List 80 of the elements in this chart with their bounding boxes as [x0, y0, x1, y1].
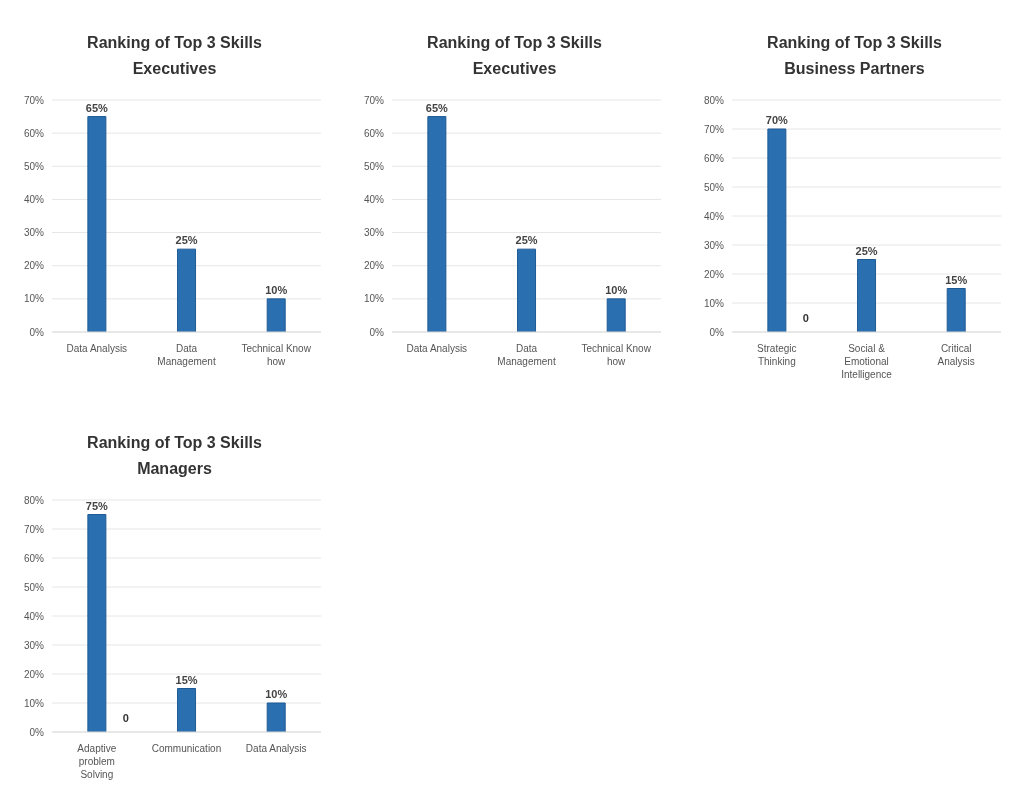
bar — [87, 514, 107, 732]
data-label: 65% — [85, 101, 109, 114]
y-tick-label: 70% — [703, 123, 725, 135]
y-tick-label: 40% — [23, 610, 45, 622]
data-label: 10% — [605, 283, 628, 296]
x-tick-label: Communication — [151, 743, 222, 754]
y-tick-label: 10% — [703, 297, 725, 309]
y-tick-label: 40% — [23, 193, 45, 205]
y-tick-label: 10% — [23, 293, 45, 305]
x-tick-label: Data Management — [157, 343, 216, 367]
data-label: 10% — [265, 688, 288, 700]
data-label: 75% — [85, 499, 109, 512]
bar — [177, 688, 197, 732]
data-label: 10% — [265, 283, 288, 296]
y-tick-label: 20% — [363, 260, 385, 272]
bar — [857, 259, 877, 332]
data-label: 25% — [515, 234, 538, 247]
y-tick-label: 20% — [23, 260, 45, 272]
y-tick-label: 20% — [23, 668, 45, 680]
x-tick-label: Technical Know how — [241, 343, 312, 367]
chart-title: Ranking of Top 3 Skills — [426, 33, 603, 53]
y-tick-label: 0% — [369, 326, 385, 338]
data-label: 25% — [855, 244, 878, 257]
x-tick-label: Data Analysis — [245, 743, 307, 754]
y-tick-label: 40% — [363, 193, 385, 205]
chart-title: Ranking of Top 3 Skills — [766, 33, 943, 53]
x-tick-label: Data Management — [497, 343, 556, 367]
bar — [606, 298, 626, 332]
y-tick-label: 30% — [363, 227, 385, 239]
y-tick-label: 60% — [23, 127, 45, 139]
y-tick-label: 50% — [23, 581, 45, 593]
x-tick-label: Adaptive problem Solving — [77, 743, 117, 780]
chart-title: Ranking of Top 3 Skills — [86, 33, 263, 53]
y-tick-label: 10% — [23, 697, 45, 709]
y-tick-label: 30% — [23, 227, 45, 239]
bar — [266, 298, 286, 332]
data-label: 15% — [175, 673, 198, 686]
y-tick-label: 70% — [23, 523, 45, 535]
x-tick-label: Critical Analysis — [937, 343, 975, 367]
x-tick-label: Data Analysis — [66, 343, 128, 354]
data-label: 25% — [175, 234, 198, 247]
bar — [266, 702, 286, 732]
chart-subtitle: Executives — [471, 59, 558, 79]
x-tick-label: Social & Emotional Intelligence — [841, 343, 893, 380]
x-tick-label: Strategic Thinking — [757, 343, 797, 367]
y-tick-label: 30% — [23, 639, 45, 651]
data-label: 15% — [945, 273, 968, 286]
annotation: 0 — [802, 312, 809, 324]
bar — [177, 248, 197, 332]
bar — [517, 248, 537, 332]
annotation: 0 — [122, 712, 129, 724]
y-tick-label: 50% — [23, 160, 45, 172]
y-tick-label: 20% — [703, 268, 725, 280]
y-tick-label: 60% — [703, 152, 725, 164]
y-tick-label: 60% — [23, 552, 45, 564]
y-tick-label: 80% — [703, 94, 725, 106]
y-tick-label: 80% — [23, 494, 45, 506]
y-tick-label: 0% — [29, 326, 45, 338]
x-tick-label: Data Analysis — [406, 343, 468, 354]
data-label: 70% — [765, 114, 789, 126]
y-tick-label: 10% — [363, 293, 385, 305]
y-tick-label: 70% — [363, 94, 385, 106]
bar — [427, 116, 447, 332]
bar — [87, 116, 107, 332]
data-label: 65% — [425, 101, 449, 114]
y-tick-label: 0% — [709, 326, 725, 338]
y-tick-label: 30% — [703, 239, 725, 251]
chart-title: Ranking of Top 3 Skills — [86, 433, 263, 453]
y-tick-label: 40% — [703, 210, 725, 222]
bar — [767, 128, 787, 332]
bar — [946, 288, 966, 332]
chart-subtitle: Executives — [131, 59, 218, 79]
chart-subtitle: Business Partners — [783, 59, 926, 79]
chart-subtitle: Managers — [136, 459, 213, 479]
y-tick-label: 50% — [703, 181, 725, 193]
y-tick-label: 70% — [23, 94, 45, 106]
x-tick-label: Technical Know how — [581, 343, 652, 367]
y-tick-label: 0% — [29, 726, 45, 738]
y-tick-label: 50% — [363, 160, 385, 172]
y-tick-label: 60% — [363, 127, 385, 139]
